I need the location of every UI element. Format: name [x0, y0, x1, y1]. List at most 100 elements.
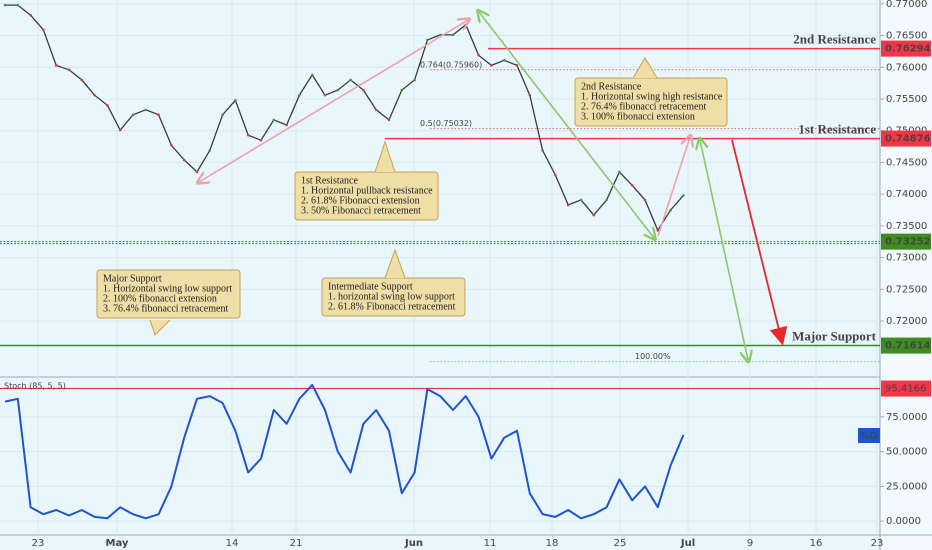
annotation-text: 2. 100% fibonacci extension — [103, 293, 217, 304]
fib-label: 100.00% — [635, 352, 671, 361]
price-point — [426, 38, 429, 42]
x-tick-label: 9 — [747, 538, 753, 549]
price-point — [246, 133, 250, 137]
fib-label: 0.764(0.75960) — [420, 60, 482, 69]
level-value: 0.74876 — [885, 134, 931, 145]
arrow — [479, 12, 654, 238]
x-tick-label: Jun — [404, 538, 423, 549]
price-point — [182, 158, 186, 162]
x-tick-label: 23 — [871, 538, 884, 549]
price-point — [566, 203, 570, 207]
price-point — [144, 108, 148, 112]
price-point — [682, 194, 685, 197]
price-point — [3, 3, 7, 7]
annotation-text: 2. 61.8% Fibonacci retracement — [328, 301, 456, 312]
stoch-line — [4, 383, 685, 520]
annotation-text: 2. 61.8% Fibonacci extension — [301, 195, 420, 206]
y-tick-label: 0.76000 — [886, 62, 927, 73]
price-point — [349, 78, 352, 82]
arrows — [199, 12, 788, 360]
annotation-pointer — [149, 319, 171, 336]
y-tick-label: 0.73000 — [886, 253, 927, 264]
annotation-text: 1. horizontal swing low support — [328, 291, 455, 302]
annotation-text: 1st Resistance — [301, 175, 358, 186]
annotation-text: 3. 100% fibonacci extension — [581, 111, 695, 122]
y-tick-label: 0.75500 — [886, 94, 927, 105]
y-tick-label: 0.73500 — [886, 221, 927, 232]
price-point — [298, 93, 301, 97]
level-badge — [881, 337, 931, 354]
price-point — [643, 198, 647, 202]
annotation-text: 1. Horizontal swing high resistance — [581, 91, 723, 102]
price-point — [579, 198, 583, 202]
price-point — [54, 64, 58, 67]
y-tick-label: 0.72500 — [886, 284, 927, 295]
price-point — [374, 108, 378, 112]
price-point — [272, 118, 276, 122]
y-tick-label: 50.0000 — [886, 447, 927, 458]
level-name: 1st Resistance — [798, 122, 876, 137]
level-value: 0.76294 — [885, 44, 931, 55]
price-point — [323, 93, 327, 97]
price-point — [490, 64, 493, 67]
price-point — [605, 198, 608, 202]
x-tick-label: May — [106, 538, 129, 549]
x-tick-label: 21 — [290, 538, 303, 549]
y-tick-label: 0.74000 — [886, 189, 927, 200]
x-tick-label: 11 — [484, 538, 497, 549]
price-point — [29, 13, 32, 17]
price-point — [42, 28, 45, 32]
price-point — [413, 78, 416, 82]
annotation-box — [294, 171, 439, 221]
price-point — [630, 183, 634, 187]
price-point — [234, 98, 237, 102]
level-badge — [881, 233, 931, 250]
indicator-badge — [858, 428, 880, 443]
annotation-text: 1. Horizontal swing low support — [103, 283, 232, 294]
price-point — [592, 213, 596, 217]
price-point — [170, 144, 173, 147]
x-tick-label: 23 — [32, 538, 45, 549]
price-point — [131, 113, 135, 117]
annotation-pointer — [384, 248, 406, 279]
annotation-text: 3. 50% Fibonacci retracement — [301, 205, 421, 216]
price-point — [259, 138, 263, 142]
y-tick-label: 75.0000 — [886, 412, 927, 423]
price-point — [80, 78, 84, 82]
x-tick-label: 18 — [546, 538, 559, 549]
price-point — [618, 170, 621, 174]
price-point — [502, 58, 506, 62]
price-point — [554, 173, 557, 177]
y-tick-label: 25.0000 — [886, 481, 927, 492]
annotation-text: 2. 76.4% fibonacci retracement — [581, 101, 706, 112]
annotation-text: 2nd Resistance — [581, 81, 642, 92]
level-value: 0.73252 — [885, 237, 931, 248]
indicator-title: Stoch (85, 5, 5) — [4, 382, 66, 391]
price-point — [362, 88, 365, 92]
level-name: 2nd Resistance — [793, 32, 876, 47]
price-point — [118, 128, 122, 132]
price-point — [464, 23, 468, 27]
price-point — [221, 113, 224, 117]
annotation-pointer — [374, 140, 396, 173]
annotation-box — [96, 269, 241, 319]
price-point — [106, 104, 109, 107]
y-tick-label: 0.0000 — [886, 516, 921, 527]
x-tick-label: Jul — [680, 538, 695, 549]
price-point — [67, 68, 71, 72]
price-point — [669, 208, 672, 212]
price-point — [541, 149, 544, 152]
annotation-pointer — [632, 57, 658, 79]
price-point — [195, 170, 199, 174]
price-point — [515, 64, 519, 67]
price-point — [528, 93, 532, 97]
price-point — [93, 93, 96, 97]
x-tick-label: 14 — [226, 538, 239, 549]
level-badge — [881, 380, 931, 397]
price-point — [285, 123, 288, 127]
price-point — [451, 33, 455, 37]
annotation-text: 3. 76.4% fibonacci retracement — [103, 303, 228, 314]
arrow — [700, 140, 748, 360]
price-point — [477, 53, 480, 57]
